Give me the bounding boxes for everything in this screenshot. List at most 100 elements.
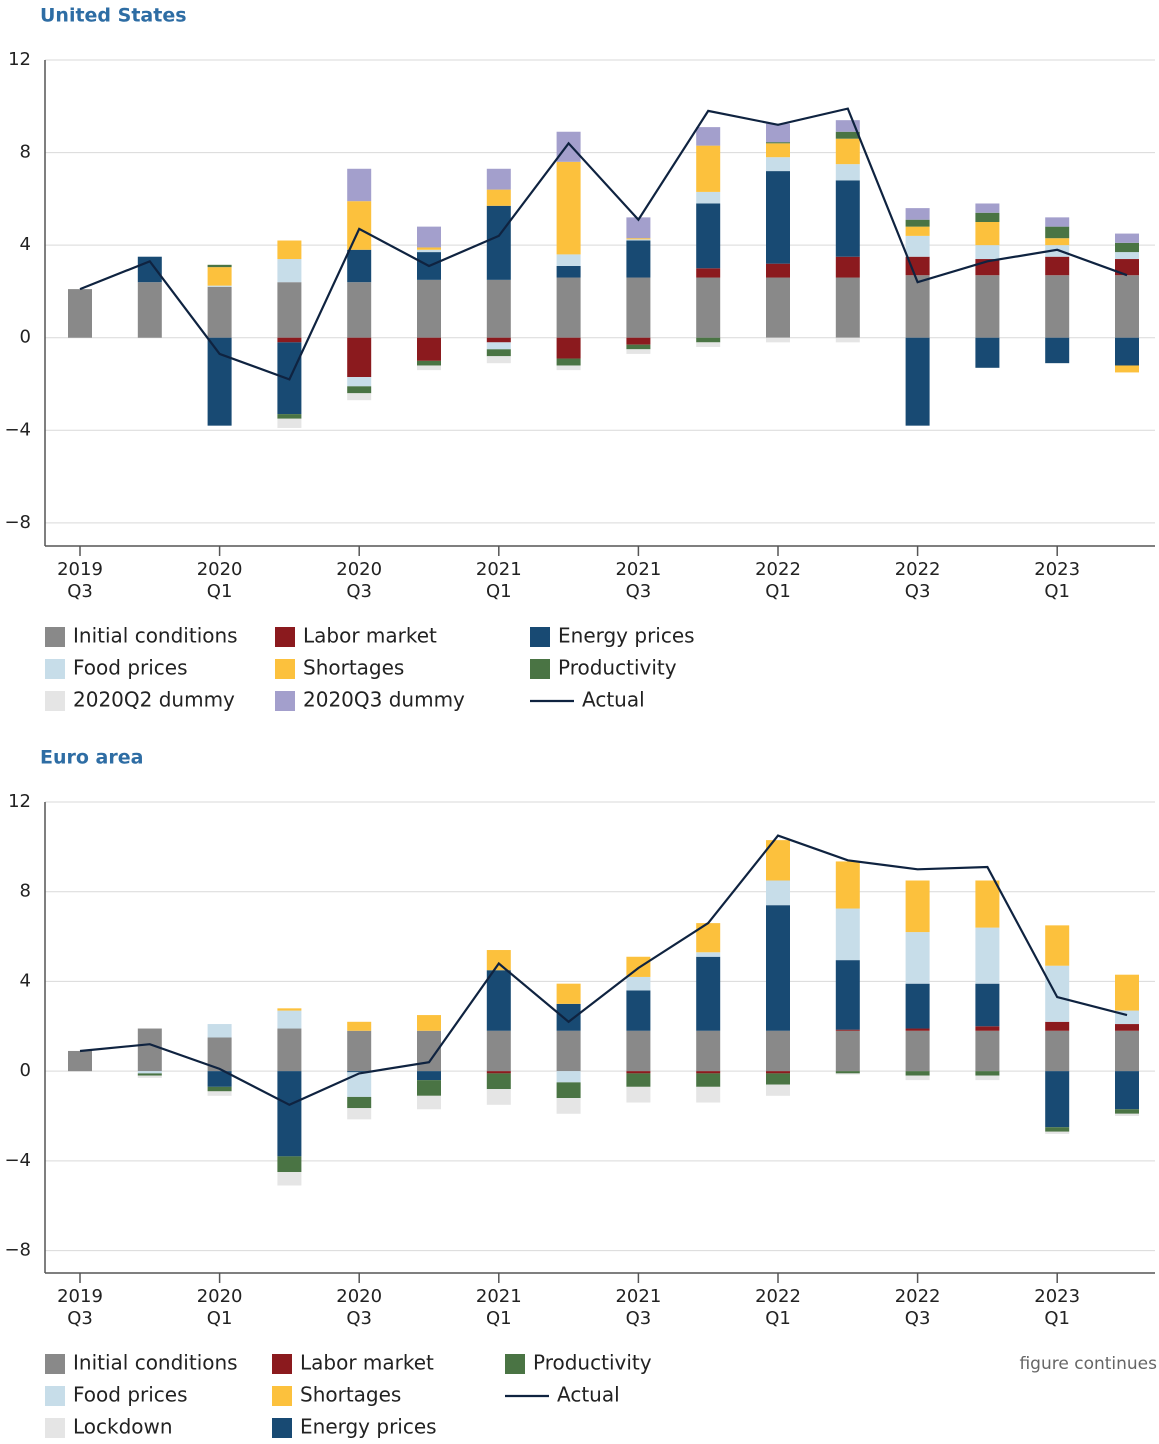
bar-segment (556, 1082, 581, 1099)
legend-swatch (272, 1418, 292, 1438)
bar-segment (696, 277, 721, 338)
legend-swatch (45, 1386, 65, 1406)
legend-swatch (45, 691, 65, 711)
bar-segment (835, 120, 860, 132)
legend-label: Food prices (73, 1383, 188, 1407)
bar-segment (556, 265, 581, 278)
bar-segment (696, 342, 721, 347)
bar-segment (905, 880, 930, 933)
bar-segment (626, 240, 651, 278)
bar-segment (626, 976, 651, 991)
bar-segment (1045, 337, 1070, 364)
bar-segment (556, 365, 581, 371)
bar-segment (835, 256, 860, 278)
bar-segment (835, 1073, 860, 1075)
bar-segment (207, 1024, 232, 1038)
bar-segment (1045, 217, 1070, 227)
bar-segment (626, 1073, 651, 1087)
x-tick-label: 2021 Q3 (615, 559, 662, 602)
bar-segment (347, 377, 372, 387)
y-tick-label: −8 (4, 1240, 31, 1261)
y-tick-label: 8 (20, 142, 31, 163)
chart-title: Euro area (40, 747, 143, 769)
y-tick-label: 12 (8, 49, 31, 70)
bar-segment (975, 1026, 1000, 1031)
bar-segment (975, 203, 1000, 213)
legend-label: Shortages (300, 1383, 401, 1407)
bar-segment (1115, 1113, 1139, 1116)
legend-label: Labor market (303, 624, 437, 648)
actual-line (79, 107, 1128, 381)
x-tick-label: 2023 Q1 (1034, 559, 1081, 602)
y-tick-label: −4 (4, 419, 31, 440)
bar-segment (417, 337, 441, 361)
bar-segment (835, 138, 860, 165)
bar-segment (417, 1071, 441, 1081)
bar-segment (696, 956, 721, 1031)
bar-segment (347, 282, 372, 338)
bar-segment (905, 932, 930, 984)
bar-segment (277, 1156, 302, 1173)
bar-segment (417, 1080, 441, 1096)
bar-segment (1045, 1071, 1070, 1128)
bar-segment (1115, 1071, 1139, 1110)
bar-segment (347, 1108, 372, 1120)
bar-segment (835, 180, 860, 257)
bar-segment (696, 1086, 721, 1103)
bar-segment (626, 349, 651, 354)
bar-segment (696, 127, 721, 146)
bar-segment (905, 208, 930, 220)
bar-segment (696, 145, 721, 192)
bar-segment (277, 240, 302, 260)
legend-swatch (275, 659, 295, 679)
bar-segment (137, 282, 162, 338)
bar-segment (766, 123, 790, 143)
y-tick-label: −8 (4, 512, 31, 533)
legend-label: Energy prices (300, 1415, 437, 1439)
legend-swatch (45, 627, 65, 647)
x-tick-label: 2022 Q3 (894, 559, 941, 602)
bar-segment (905, 1028, 930, 1031)
bar-segment (975, 1030, 1000, 1072)
legend-swatch (272, 1386, 292, 1406)
bar-segment (347, 1030, 372, 1072)
bar-segment (696, 268, 721, 278)
bar-segment (486, 342, 511, 350)
bar-segment (347, 386, 372, 394)
bar-segment (905, 1075, 930, 1081)
bar-segment (905, 256, 930, 276)
bar-segment (486, 1089, 511, 1105)
bar-segment (347, 1072, 372, 1097)
bar-segment (277, 1010, 302, 1029)
bar-segment (905, 235, 930, 257)
bar-segment (696, 952, 721, 957)
bar-segment (905, 1030, 930, 1072)
bar-segment (835, 861, 860, 909)
bar-segment (835, 1071, 860, 1074)
bar-segment (626, 238, 651, 240)
bar-segment (1045, 275, 1070, 338)
legend-label: Initial conditions (73, 1351, 238, 1375)
bar-segment (626, 344, 651, 350)
legend-label: Actual (582, 688, 645, 712)
bar-segment (975, 927, 1000, 984)
bar-segment (277, 259, 302, 283)
bar-segment (347, 1021, 372, 1031)
y-tick-label: 0 (20, 327, 31, 348)
legend-swatch (530, 659, 550, 679)
bar-segment (1115, 337, 1139, 366)
bar-segment (1115, 974, 1139, 1011)
legend-label: Energy prices (558, 624, 695, 648)
bar-segment (207, 286, 232, 338)
bar-segment (835, 908, 860, 961)
bar-segment (766, 1084, 790, 1096)
bar-segment (905, 1071, 930, 1076)
y-tick-label: −4 (4, 1150, 31, 1171)
bar-segment (277, 1071, 302, 1157)
x-tick-label: 2021 Q3 (615, 1286, 662, 1329)
bar-segment (417, 249, 441, 253)
bar-segment (207, 285, 232, 287)
y-tick-label: 0 (20, 1060, 31, 1081)
bar-segment (347, 201, 372, 250)
bar-segment (975, 1075, 1000, 1081)
